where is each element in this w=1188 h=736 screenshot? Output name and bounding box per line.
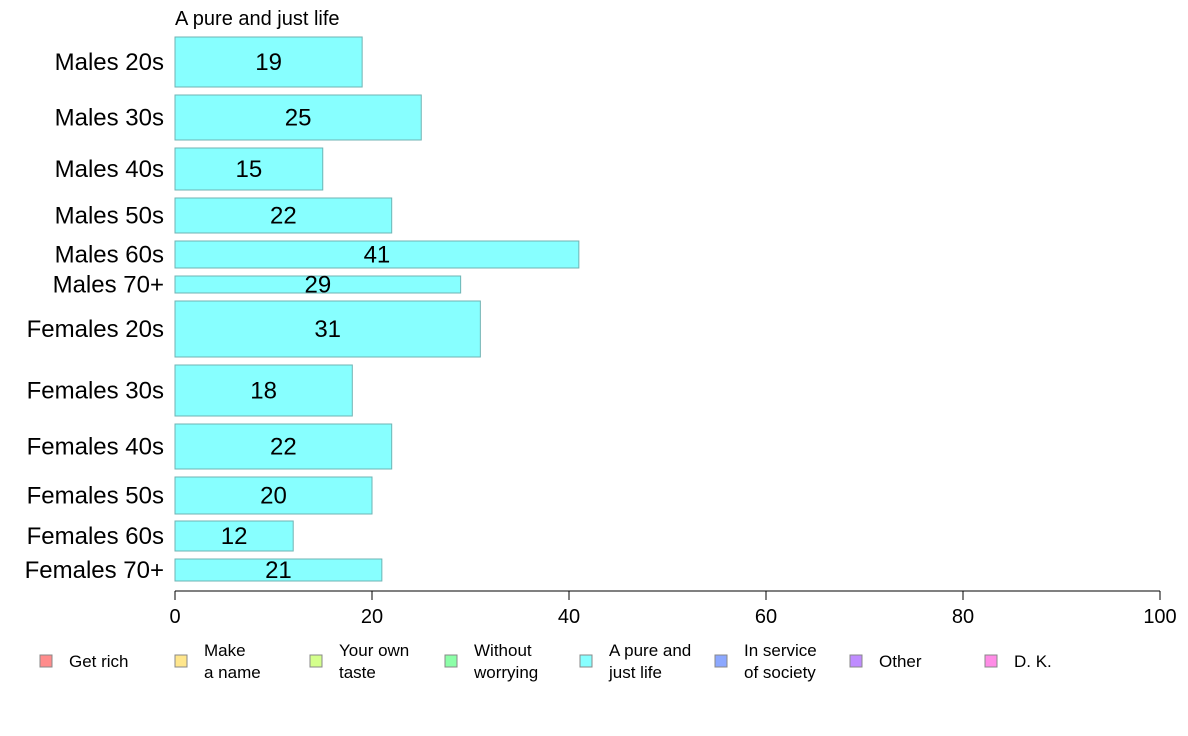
x-tick-label: 100 (1143, 606, 1176, 628)
category-label: Males 20s (55, 49, 164, 76)
bar (174, 275, 462, 294)
bar-value-label: 41 (364, 242, 391, 269)
bar (174, 240, 580, 269)
x-axis: 0 20 40 60 80 100 (169, 590, 1177, 628)
legend-item: Make a name (174, 641, 261, 682)
bar-value-label: 25 (285, 105, 312, 132)
bar-value-label: 29 (304, 272, 331, 299)
bar-value-label: 31 (314, 316, 341, 343)
bar (174, 558, 383, 582)
bar-group: 25 Males 30s (55, 94, 422, 141)
legend-swatch (39, 654, 53, 668)
legend-label: A pure and (609, 641, 691, 660)
x-tick-label: 40 (558, 606, 580, 628)
x-tick-label: 60 (755, 606, 777, 628)
legend-swatch (309, 654, 323, 668)
category-label: Females 70+ (25, 557, 164, 584)
x-tick-label: 20 (361, 606, 383, 628)
category-label: Females 60s (27, 523, 164, 550)
legend: Get rich Make a name Your own taste Without wo… (39, 641, 1052, 682)
category-label: Males 40s (55, 156, 164, 183)
bar (174, 94, 422, 141)
bar-group: 19 Males 20s (55, 36, 363, 88)
legend-swatch (579, 654, 593, 668)
bar-value-label: 12 (221, 523, 248, 550)
bar-group: 15 Males 40s (55, 147, 324, 191)
bar-group: 20 Females 50s (27, 476, 373, 515)
bar (174, 36, 363, 88)
category-label: Males 60s (55, 242, 164, 269)
bar (174, 423, 393, 470)
bar-value-label: 21 (265, 557, 292, 584)
legend-label: Get rich (69, 652, 129, 671)
legend-item: Other (849, 652, 922, 671)
bar-value-label: 20 (260, 483, 287, 510)
category-label: Females 30s (27, 378, 164, 405)
legend-item: D. K. (984, 652, 1052, 671)
bar-group: 18 Females 30s (27, 364, 353, 417)
bar-group: 21 Females 70+ (25, 557, 383, 584)
legend-label: Other (879, 652, 922, 671)
legend-swatch (714, 654, 728, 668)
bar-group: 22 Females 40s (27, 423, 393, 470)
bar-group: 31 Females 20s (27, 300, 481, 358)
legend-item: Your own taste (309, 641, 409, 682)
bar-value-label: 15 (236, 156, 263, 183)
category-label: Females 20s (27, 316, 164, 343)
legend-swatch (984, 654, 998, 668)
x-tick-label: 80 (952, 606, 974, 628)
bar-value-label: 22 (270, 203, 297, 230)
legend-label: of society (744, 663, 816, 682)
chart-title: A pure and just life (175, 8, 340, 30)
category-label: Females 50s (27, 483, 164, 510)
legend-label: Make (204, 641, 246, 660)
bar (174, 520, 294, 552)
legend-swatch (444, 654, 458, 668)
legend-label: just life (608, 663, 662, 682)
bar-group: 41 Males 60s (55, 240, 580, 269)
bar-value-label: 18 (250, 378, 277, 405)
legend-item: Get rich (39, 652, 129, 671)
bar (174, 197, 393, 234)
bar (174, 364, 353, 417)
legend-item: A pure and just life (579, 641, 691, 682)
legend-label: Your own (339, 641, 409, 660)
bar-group: 22 Males 50s (55, 197, 393, 234)
legend-item: Without worrying (444, 641, 538, 682)
category-label: Females 40s (27, 434, 164, 461)
legend-label: worrying (473, 663, 538, 682)
legend-item: In service of society (714, 641, 817, 682)
bar (174, 300, 481, 358)
bar-value-label: 22 (270, 434, 297, 461)
bar-group: 29 Males 70+ (53, 272, 462, 299)
category-label: Males 50s (55, 203, 164, 230)
category-label: Males 70+ (53, 272, 164, 299)
bar-value-label: 19 (255, 49, 282, 76)
legend-label: In service (744, 641, 817, 660)
bar-group: 12 Females 60s (27, 520, 294, 552)
bar (174, 147, 324, 191)
legend-label: a name (204, 663, 261, 682)
legend-swatch (174, 654, 188, 668)
bars-layer: 19 Males 20s 25 Males 30s 15 Males 40s 22 Males… (25, 36, 580, 584)
category-label: Males 30s (55, 105, 164, 132)
legend-label: Without (474, 641, 532, 660)
legend-swatch (849, 654, 863, 668)
bar (174, 476, 373, 515)
legend-label: D. K. (1014, 652, 1052, 671)
legend-label: taste (339, 663, 376, 682)
x-tick-label: 0 (169, 606, 180, 628)
